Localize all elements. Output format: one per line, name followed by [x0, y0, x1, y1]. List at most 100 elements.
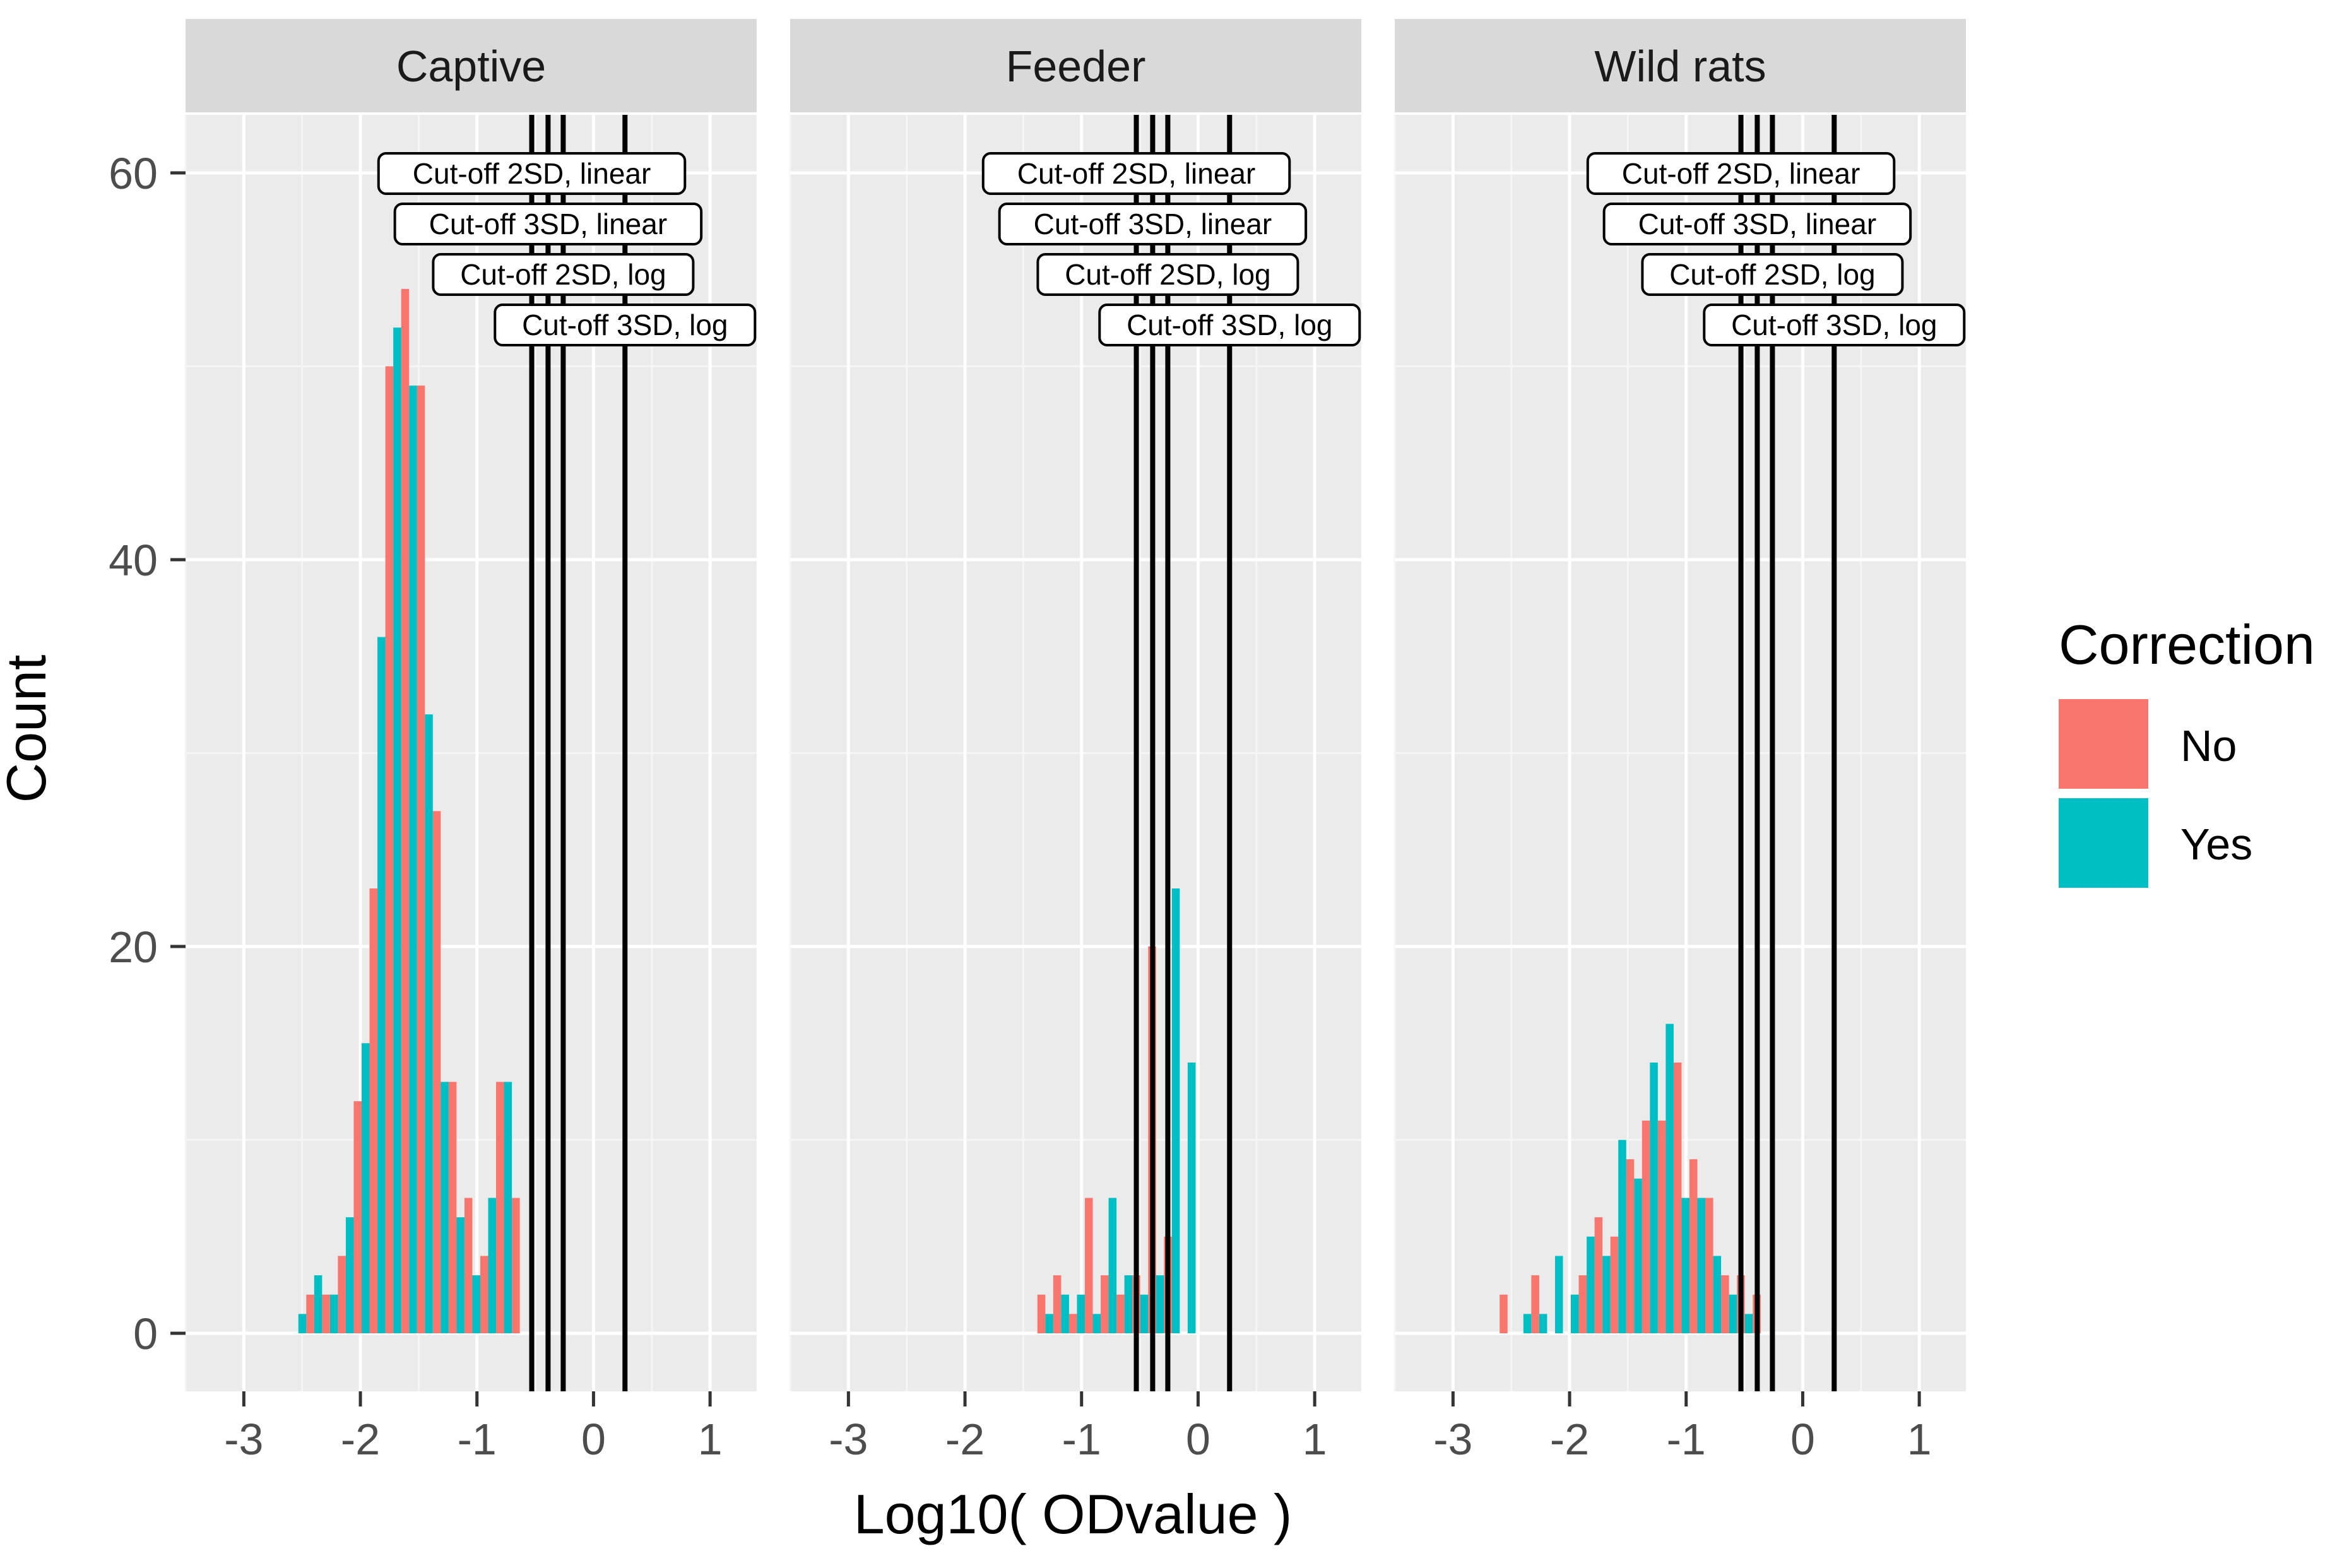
bar-no: [1611, 1237, 1619, 1333]
bar-no: [512, 1198, 520, 1333]
bar-yes: [393, 327, 401, 1333]
bar-yes: [1045, 1314, 1053, 1333]
bar-no: [433, 811, 441, 1333]
bar-no: [1500, 1295, 1508, 1333]
y-axis-title: Count: [0, 655, 57, 803]
bar-yes: [1077, 1295, 1085, 1333]
legend-key-no: [2059, 699, 2148, 789]
bar-yes: [330, 1295, 338, 1333]
y-axis: 0 20 40 60: [109, 149, 186, 1359]
bar-yes: [441, 1082, 449, 1333]
bar-yes: [504, 1082, 512, 1333]
bar-yes: [1650, 1063, 1658, 1333]
bar-no: [496, 1082, 504, 1333]
x-tick-label: -3: [1433, 1415, 1472, 1464]
bar-no: [464, 1198, 473, 1333]
x-axis: -3 -2 -1 0 1 -3 -2 -1 0 1 -3 -2 -1 0 1: [224, 1391, 1931, 1464]
bar-yes: [1093, 1314, 1101, 1333]
cutoff-label: Cut-off 3SD, linear: [1638, 208, 1877, 240]
bar-yes: [1698, 1198, 1706, 1333]
facet-captive: Captive Cut-off 2SD, linear Cut-off 3SD, l…: [186, 19, 757, 1391]
y-tick-label: 40: [109, 536, 158, 585]
bar-yes: [1188, 1063, 1196, 1333]
cutoff-label: Cut-off 2SD, linear: [413, 157, 651, 190]
facet-strip-label: Captive: [396, 42, 546, 91]
x-tick-label: -3: [224, 1415, 263, 1464]
bar-no: [353, 1101, 362, 1333]
bar-yes: [1665, 1024, 1674, 1333]
bar-yes: [472, 1275, 480, 1333]
x-tick-label: 1: [1303, 1415, 1327, 1464]
x-tick-label: -3: [829, 1415, 868, 1464]
bar-no: [386, 366, 394, 1333]
bar-no: [1689, 1159, 1698, 1333]
bar-no: [1531, 1275, 1539, 1333]
cutoff-label: Cut-off 2SD, log: [1065, 258, 1270, 291]
cutoff-label: Cut-off 3SD, log: [522, 309, 728, 341]
bar-no: [1085, 1198, 1093, 1333]
bar-yes: [1109, 1198, 1117, 1333]
bar-yes: [1523, 1314, 1532, 1333]
bar-yes: [488, 1198, 497, 1333]
bar-yes: [1061, 1295, 1069, 1333]
bar-yes: [425, 714, 433, 1333]
chart-svg: Captive Cut-off 2SD, linear Cut-off 3SD, l…: [0, 0, 2325, 1565]
x-tick-label: 1: [698, 1415, 723, 1464]
bar-no: [1038, 1295, 1046, 1333]
bar-yes: [1539, 1314, 1547, 1333]
bar-no: [449, 1082, 457, 1333]
bar-no: [1721, 1275, 1729, 1333]
cutoff-label: Cut-off 3SD, log: [1127, 309, 1332, 341]
bar-yes: [409, 386, 417, 1333]
bar-yes: [456, 1217, 464, 1333]
bar-yes: [346, 1217, 354, 1333]
bar-no: [1595, 1217, 1603, 1333]
bar-yes: [1713, 1256, 1722, 1333]
x-tick-label: 0: [1186, 1415, 1210, 1464]
y-tick-label: 0: [133, 1309, 158, 1359]
x-tick-label: 0: [581, 1415, 606, 1464]
legend-key-yes: [2059, 798, 2148, 888]
bar-no: [480, 1256, 488, 1333]
bar-yes: [1602, 1256, 1611, 1333]
bar-yes: [1555, 1256, 1563, 1333]
bar-no: [1642, 1121, 1650, 1333]
legend: Correction No Yes: [2059, 613, 2315, 888]
bar-yes: [1681, 1198, 1689, 1333]
bar-yes: [1634, 1179, 1642, 1333]
facet-strip-label: Feeder: [1006, 42, 1146, 91]
y-tick-label: 60: [109, 149, 158, 198]
x-tick-label: -1: [1062, 1415, 1101, 1464]
bar-yes: [1125, 1275, 1133, 1333]
cutoff-label: Cut-off 2SD, linear: [1017, 157, 1256, 190]
bar-yes: [1172, 888, 1180, 1333]
facet-panels: Captive Cut-off 2SD, linear Cut-off 3SD, l…: [186, 19, 1966, 1391]
bar-no: [1579, 1275, 1587, 1333]
x-tick-label: -2: [341, 1415, 380, 1464]
cutoff-label: Cut-off 2SD, log: [460, 258, 666, 291]
facet-wild-rats: Wild ratsCut-off 2SD, linearCut-off 3SD,…: [1395, 19, 1966, 1391]
bar-yes: [1745, 1314, 1753, 1333]
bar-no: [1674, 1063, 1682, 1333]
bar-no: [1626, 1159, 1635, 1333]
bar-no: [417, 386, 425, 1333]
bar-yes: [299, 1314, 307, 1333]
bar-yes: [1587, 1237, 1595, 1333]
cutoff-label: Cut-off 2SD, log: [1669, 258, 1875, 291]
cutoff-label: Cut-off 3SD, log: [1731, 309, 1937, 341]
bar-yes: [377, 637, 386, 1333]
bar-no: [401, 289, 410, 1333]
bar-yes: [1618, 1140, 1626, 1334]
x-tick-label: -2: [945, 1415, 985, 1464]
bar-no: [1069, 1314, 1077, 1333]
bar-no: [322, 1295, 330, 1333]
bar-no: [1658, 1121, 1666, 1333]
legend-label-yes: Yes: [2180, 820, 2252, 869]
x-tick-label: -2: [1550, 1415, 1589, 1464]
bar-yes: [314, 1275, 322, 1333]
bar-yes: [362, 1043, 370, 1333]
bar-no: [1705, 1198, 1713, 1333]
cutoff-label: Cut-off 2SD, linear: [1622, 157, 1861, 190]
legend-label-no: No: [2180, 721, 2237, 770]
bar-no: [338, 1256, 346, 1333]
